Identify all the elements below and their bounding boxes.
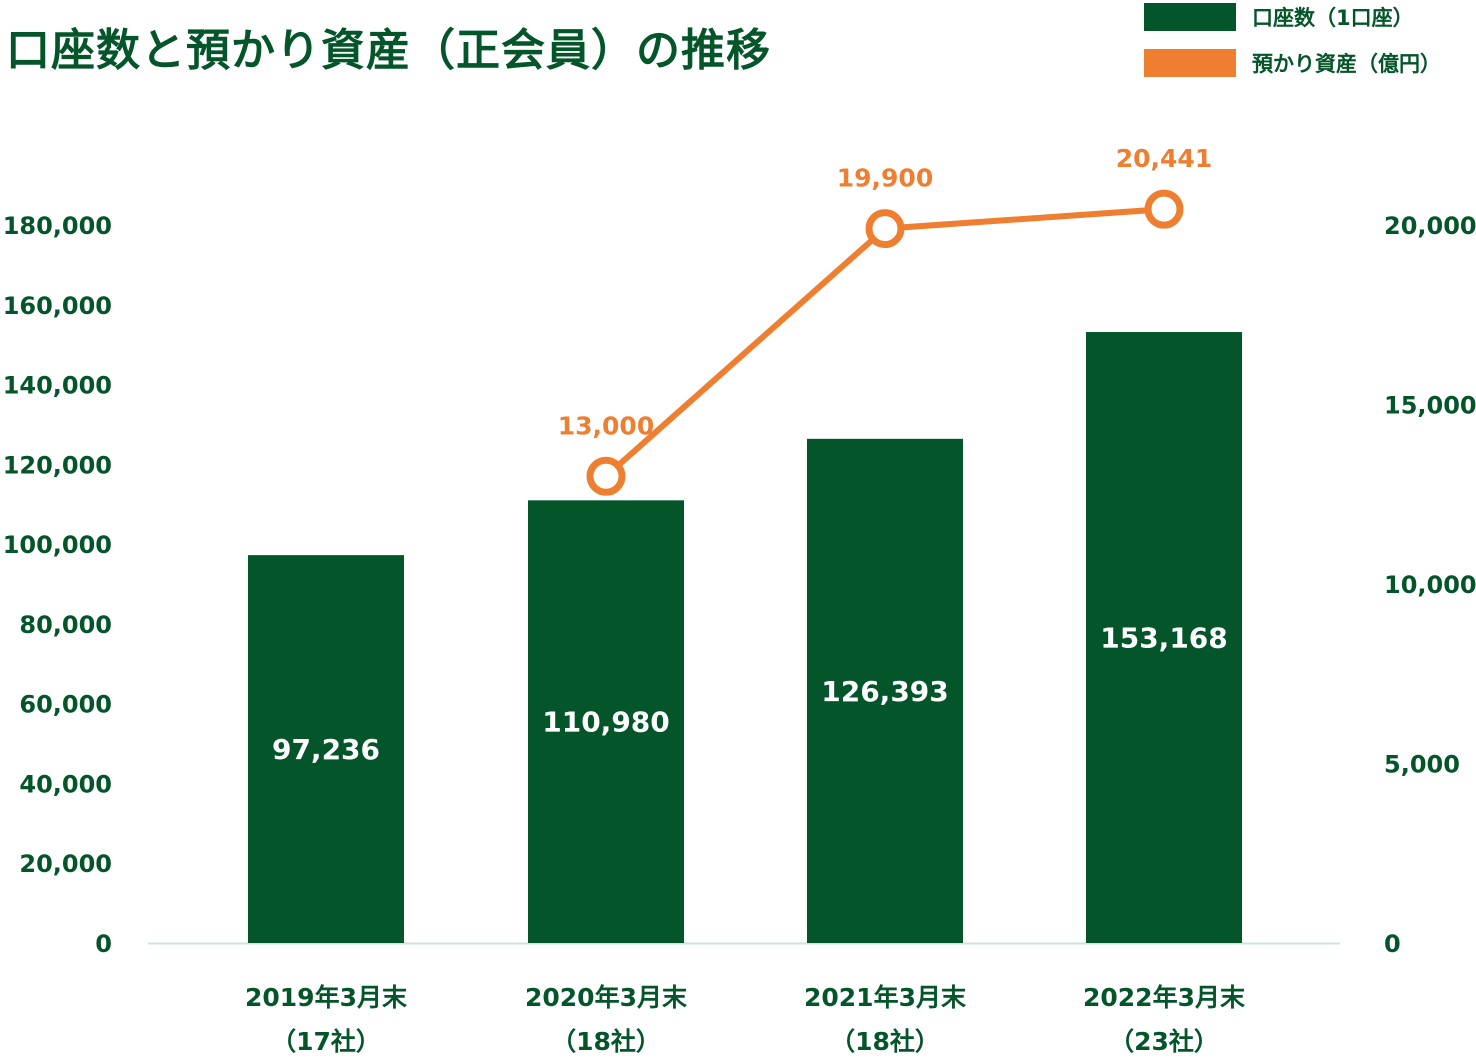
- left-axis-tick-label: 40,000: [19, 770, 112, 798]
- legend-label-accounts: 口座数（1口座）: [1252, 6, 1414, 30]
- legend-swatch-accounts: [1144, 3, 1236, 31]
- right-axis-tick-label: 20,000: [1384, 212, 1476, 240]
- assets-point: [865, 209, 905, 249]
- chart-title: 口座数と預かり資産（正会員）の推移: [6, 25, 771, 76]
- left-axis-tick-label: 120,000: [3, 451, 112, 479]
- category-label: 2020年3月末: [525, 983, 687, 1012]
- left-axis-tick-label: 160,000: [3, 292, 112, 320]
- category-sublabel: （18社）: [551, 1027, 661, 1056]
- bar: [528, 500, 684, 943]
- bar-value-label: 153,168: [1100, 622, 1228, 655]
- category-sublabel: （18社）: [830, 1027, 940, 1056]
- right-axis-tick-label: 0: [1384, 930, 1401, 958]
- left-axis-tick-label: 80,000: [19, 611, 112, 639]
- category-label: 2022年3月末: [1083, 983, 1245, 1012]
- bar: [248, 555, 404, 943]
- left-axis-tick-label: 60,000: [19, 691, 112, 719]
- bar: [807, 438, 963, 943]
- category-label: 2019年3月末: [245, 983, 407, 1012]
- left-axis-tick-label: 180,000: [3, 212, 112, 240]
- left-axis-tick-label: 20,000: [19, 850, 112, 878]
- assets-value-label: 20,441: [1116, 144, 1212, 173]
- right-axis-tick-label: 15,000: [1384, 392, 1476, 420]
- left-axis-tick-label: 0: [95, 930, 112, 958]
- category-label: 2021年3月末: [804, 983, 966, 1012]
- left-axis-tick-label: 140,000: [3, 372, 112, 400]
- legend: 口座数（1口座） 預かり資産（億円）: [1144, 0, 1474, 84]
- legend-item-accounts: 口座数（1口座）: [1144, 2, 1414, 32]
- assets-value-label: 19,900: [837, 164, 933, 193]
- assets-line: [604, 206, 1165, 479]
- bar-value-label: 97,236: [272, 733, 380, 766]
- category-sublabel: （17社）: [271, 1027, 381, 1056]
- bar: [1086, 332, 1242, 943]
- bar-value-label: 110,980: [542, 706, 670, 739]
- right-axis-tick-label: 10,000: [1384, 571, 1476, 599]
- legend-swatch-assets: [1144, 49, 1236, 77]
- right-axis-tick-label: 5,000: [1384, 751, 1460, 779]
- left-axis-tick-label: 100,000: [3, 531, 112, 559]
- legend-item-assets: 預かり資産（億円）: [1144, 48, 1441, 78]
- assets-value-label: 13,000: [558, 411, 654, 440]
- assets-point: [1144, 189, 1184, 229]
- legend-label-assets: 預かり資産（億円）: [1252, 52, 1441, 76]
- bar-value-label: 126,393: [821, 675, 949, 708]
- assets-point: [586, 456, 626, 496]
- category-sublabel: （23社）: [1109, 1027, 1219, 1056]
